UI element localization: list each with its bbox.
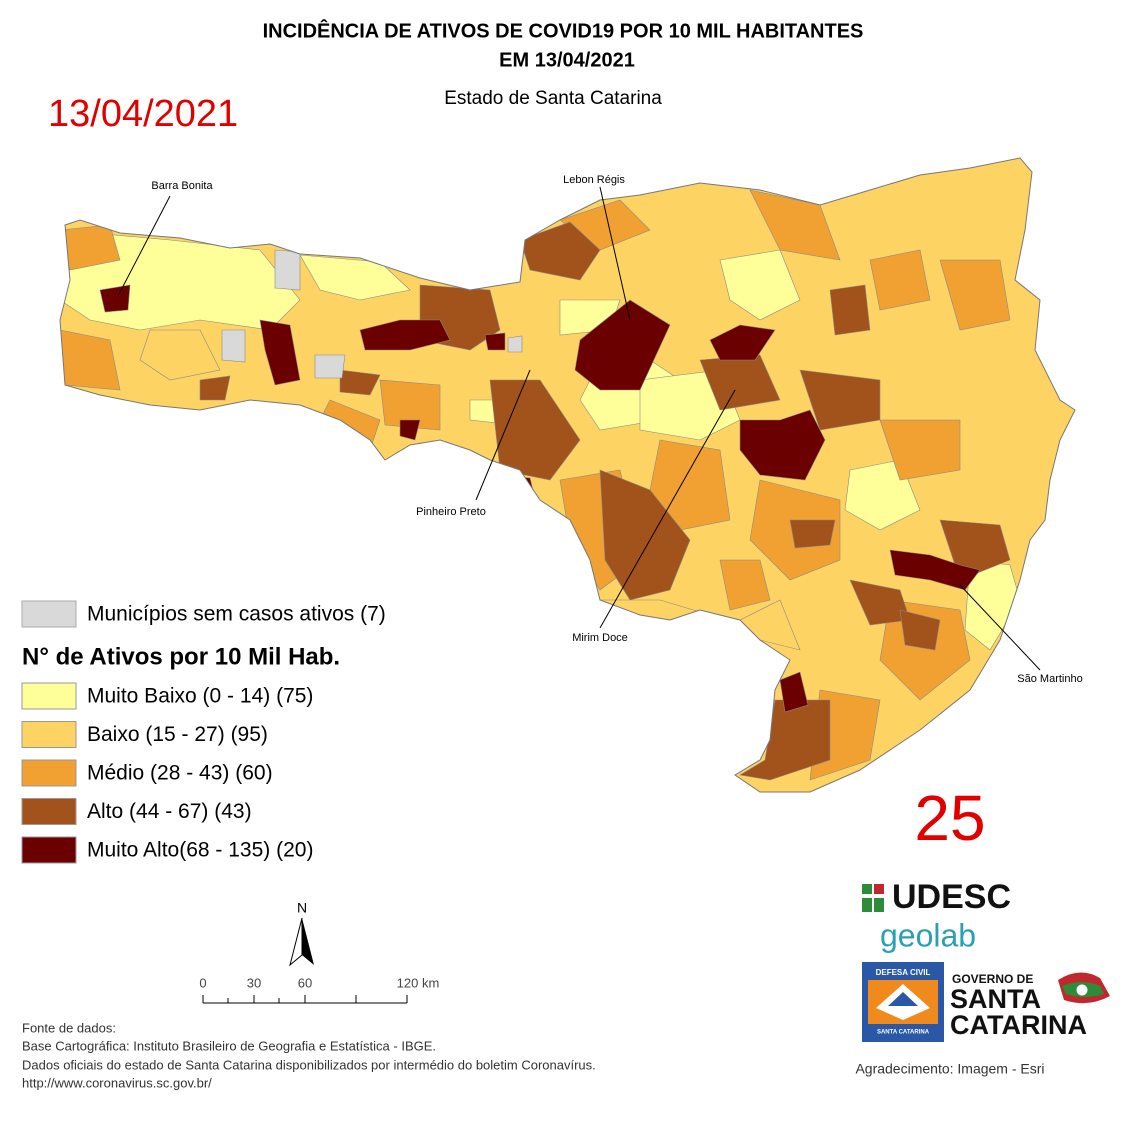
region [379, 379, 441, 431]
page-number: 25 [914, 782, 985, 854]
region [274, 249, 301, 291]
north-arrow: N [289, 900, 314, 967]
map-label: Barra Bonita [151, 180, 213, 192]
region [259, 319, 301, 386]
region [739, 409, 826, 481]
north-label: N [297, 900, 307, 916]
region [719, 559, 771, 611]
source-line: Fonte de dados: [22, 1020, 116, 1035]
region [709, 324, 776, 361]
region [749, 189, 841, 261]
logo-text: GOVERNO DE [952, 972, 1033, 986]
logo-text: SANTA CATARINA [877, 1030, 930, 1036]
region [489, 379, 581, 481]
map-label: São Martinho [1017, 673, 1082, 685]
region [507, 335, 523, 353]
source-line: http://www.coronavirus.sc.gov.br/ [22, 1075, 212, 1090]
scale-label: 120 km [397, 975, 440, 990]
region [599, 469, 691, 601]
region [399, 419, 421, 441]
map-label: Mirim Doce [572, 632, 628, 644]
legend-swatch [21, 682, 77, 710]
legend-label: Municípios sem casos ativos (7) [87, 603, 386, 626]
region [139, 329, 221, 381]
map-label: Lebon Régis [563, 174, 625, 186]
legend-label: Muito Alto(68 - 135) (20) [87, 839, 313, 862]
region [889, 549, 981, 591]
source-line: Dados oficiais do estado de Santa Catari… [22, 1057, 596, 1072]
governo-logo: GOVERNO DE SANTA CATARINA [950, 972, 1110, 1040]
leader-lines [117, 186, 1041, 671]
udesc-logo: UDESC geolab [862, 878, 1011, 953]
region [199, 375, 231, 401]
legend-label: Baixo (15 - 27) (95) [87, 723, 268, 746]
region [799, 369, 881, 431]
logo-text: UDESC [892, 878, 1011, 916]
region [519, 221, 601, 281]
region [359, 319, 451, 351]
region [314, 354, 346, 379]
sources: Fonte de dados: Base Cartográfica: Insti… [22, 1020, 596, 1090]
region [499, 474, 536, 499]
region [879, 419, 961, 481]
legend-swatch [21, 836, 77, 864]
title: INCIDÊNCIA DE ATIVOS DE COVID19 POR 10 M… [263, 18, 864, 42]
logo-text: SANTA [950, 984, 1041, 1014]
region [899, 609, 941, 651]
credit: Agradecimento: Imagem - Esri [855, 1061, 1044, 1077]
region [789, 519, 836, 549]
legend-swatch [21, 798, 77, 825]
legend-label: Muito Baixo (0 - 14) (75) [87, 685, 313, 708]
region [739, 699, 831, 781]
region [574, 299, 671, 391]
legend-swatch [21, 721, 77, 748]
region [99, 284, 131, 313]
region [779, 671, 809, 713]
map-label: Pinheiro Preto [416, 506, 486, 518]
title: EM 13/04/2021 [499, 49, 635, 71]
region [299, 254, 411, 301]
scale-bar [202, 995, 408, 1004]
logo-text: DEFESA CIVIL [876, 968, 931, 977]
logo-text: geolab [880, 917, 976, 953]
region [221, 329, 246, 363]
legend-label: Médio (28 - 43) (60) [87, 762, 273, 785]
legend-swatch [21, 600, 77, 628]
region [829, 284, 871, 336]
source-line: Base Cartográfica: Instituto Brasileiro … [22, 1038, 436, 1053]
scale-label: 30 [247, 975, 261, 990]
region [939, 259, 1011, 331]
legend-swatch [21, 759, 77, 787]
date-stamp: 13/04/2021 [48, 93, 238, 135]
scale-label: 0 [199, 975, 206, 990]
region [869, 249, 931, 311]
region [719, 249, 801, 321]
logo-text: CATARINA [950, 1010, 1087, 1040]
defesa-civil-logo: DEFESA CIVIL SANTA CATARINA [862, 962, 944, 1042]
legend-label: Alto (44 - 67) (43) [87, 800, 252, 823]
scale-label: 60 [298, 975, 312, 990]
subtitle: Estado de Santa Catarina [444, 88, 662, 109]
region [484, 332, 506, 351]
legend: Municípios sem casos ativos (7) N° de At… [21, 600, 386, 864]
region [649, 439, 731, 531]
region [339, 369, 381, 396]
legend-heading: N° de Ativos por 10 Mil Hab. [22, 643, 340, 670]
